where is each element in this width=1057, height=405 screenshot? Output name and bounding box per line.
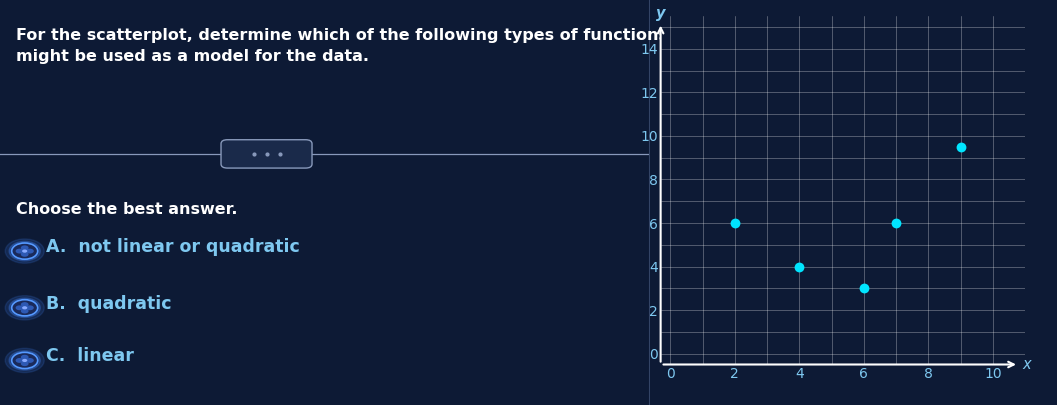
Text: C.  linear: C. linear — [45, 347, 133, 365]
Circle shape — [12, 300, 38, 316]
Circle shape — [22, 359, 27, 362]
Circle shape — [10, 298, 40, 318]
Point — [888, 220, 905, 226]
Text: B.  quadratic: B. quadratic — [45, 295, 171, 313]
Circle shape — [12, 352, 38, 369]
Circle shape — [5, 296, 44, 320]
Point — [855, 285, 872, 292]
Circle shape — [22, 249, 27, 253]
Point — [952, 144, 969, 150]
Circle shape — [21, 361, 29, 366]
Circle shape — [21, 302, 29, 307]
Circle shape — [21, 309, 29, 313]
Text: Choose the best answer.: Choose the best answer. — [16, 202, 238, 217]
Circle shape — [21, 245, 29, 250]
Circle shape — [12, 243, 38, 259]
Circle shape — [10, 351, 40, 370]
Circle shape — [5, 348, 44, 373]
Circle shape — [21, 355, 29, 360]
Circle shape — [10, 241, 40, 261]
Circle shape — [16, 305, 23, 310]
Text: x: x — [1022, 357, 1031, 372]
Circle shape — [5, 239, 44, 263]
Text: For the scatterplot, determine which of the following types of functions
might b: For the scatterplot, determine which of … — [16, 28, 668, 64]
Point — [726, 220, 743, 226]
Circle shape — [16, 249, 23, 254]
Point — [791, 263, 808, 270]
Circle shape — [26, 358, 34, 363]
Text: A.  not linear or quadratic: A. not linear or quadratic — [45, 238, 299, 256]
Circle shape — [22, 306, 27, 309]
Text: y: y — [656, 6, 665, 21]
Circle shape — [16, 358, 23, 363]
Circle shape — [21, 252, 29, 257]
Circle shape — [26, 249, 34, 254]
Circle shape — [26, 305, 34, 310]
FancyBboxPatch shape — [221, 140, 312, 168]
